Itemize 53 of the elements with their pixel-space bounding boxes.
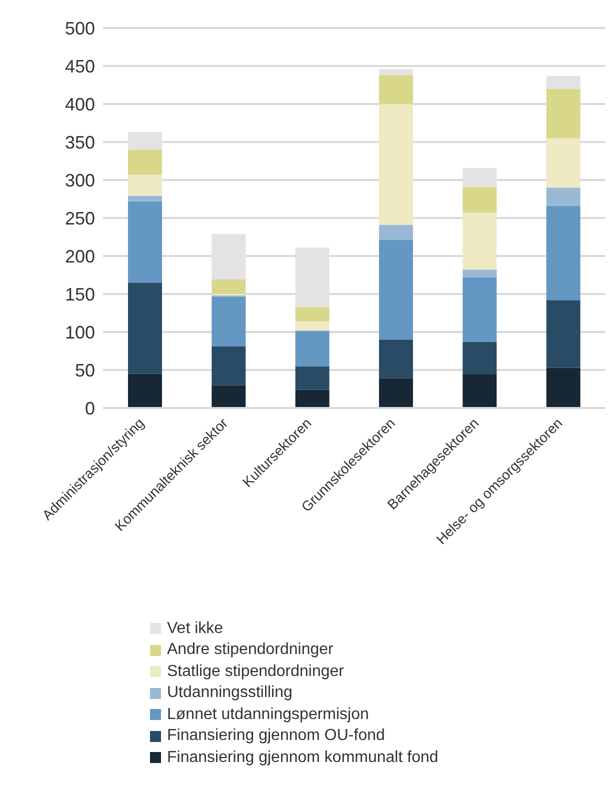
legend-label: Andre stipendordninger — [167, 641, 334, 660]
y-tick-label: 500 — [64, 18, 95, 38]
bar — [295, 366, 330, 390]
bar — [546, 368, 580, 408]
y-tick-label: 50 — [74, 360, 95, 380]
bar — [462, 212, 497, 270]
bar — [295, 321, 330, 330]
bar — [128, 282, 162, 374]
bar — [212, 346, 246, 386]
bar — [462, 342, 497, 375]
bar — [379, 378, 413, 408]
y-tick-label: 100 — [64, 322, 95, 342]
y-tick-label: 200 — [64, 246, 95, 266]
y-tick-label: 400 — [64, 94, 95, 114]
bar — [462, 270, 497, 278]
y-tick-label: 0 — [84, 398, 95, 418]
bar — [212, 385, 246, 408]
y-tick-label: 150 — [64, 284, 95, 304]
bar — [462, 186, 497, 213]
bar — [295, 306, 330, 322]
bar — [212, 280, 246, 294]
y-tick-label: 250 — [64, 208, 95, 228]
legend-label: Finansiering gjennom kommunalt fond — [167, 748, 438, 767]
bar — [128, 174, 162, 196]
bar — [546, 206, 580, 300]
legend-label: Statlige stipendordninger — [167, 662, 344, 681]
bar — [546, 300, 580, 368]
bar — [128, 150, 162, 175]
bar — [128, 374, 162, 408]
bar — [546, 88, 580, 138]
bar — [462, 374, 497, 408]
legend-label: Finansiering gjennom OU-fond — [167, 727, 385, 746]
bar — [546, 76, 580, 89]
bar — [379, 75, 413, 104]
y-tick-label: 450 — [64, 56, 95, 76]
bar — [462, 277, 497, 342]
bar — [379, 340, 413, 378]
bar — [546, 138, 580, 188]
bar — [295, 331, 330, 366]
bar — [546, 188, 580, 206]
legend-label: Vet ikke — [167, 620, 224, 638]
bar — [212, 297, 246, 346]
y-tick-label: 350 — [64, 132, 95, 152]
legend-label: Utdanningsstilling — [167, 684, 292, 702]
legend-label: Lønnet utdanningspermisjon — [167, 706, 369, 724]
bar — [379, 240, 413, 340]
bar — [295, 390, 330, 408]
bar — [379, 104, 413, 225]
bar — [379, 224, 413, 240]
bar — [128, 196, 162, 202]
bar — [128, 201, 162, 283]
y-tick-label: 300 — [64, 170, 95, 190]
bar — [379, 69, 413, 76]
